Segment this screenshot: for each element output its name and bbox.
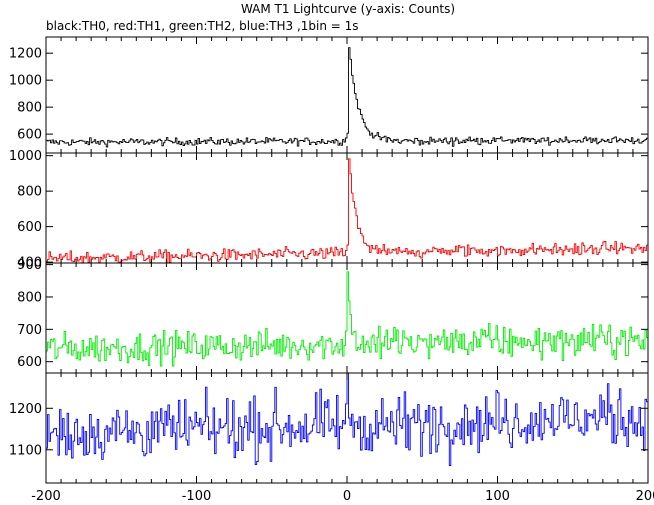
y-tick-label: 1000 [9,74,42,89]
y-tick-label: 600 [17,128,42,143]
y-tick-label: 800 [17,290,42,305]
series-line-th0 [46,47,648,148]
chart-title: WAM T1 Lightcurve (y-axis: Counts) [241,2,455,16]
x-axis: -200 -100 0 100 200 [31,489,654,504]
y-tick-label: 1200 [9,402,42,417]
x-tick-label: 200 [636,489,654,504]
series-line-th1 [46,158,648,263]
y-tick-label: 600 [17,220,42,235]
x-tick-label: -200 [31,489,61,504]
panel-th1: 400 600 800 1000 [9,149,649,271]
x-tick-label: 100 [485,489,510,504]
y-tick-label: 400 [17,256,42,271]
panels-group: 600 800 1000 1200 400 600 800 1000 600 700 800 900 1… [9,36,649,484]
y-tick-label: 1000 [9,149,42,164]
y-tick-label: 800 [17,101,42,116]
panel-th3: 1100 1200 [9,372,649,484]
panel-th2: 600 700 800 900 [17,258,649,374]
series-line-th2 [46,271,648,367]
y-tick-label: 1200 [9,47,42,62]
y-tick-label: 800 [17,185,42,200]
y-tick-label: 1100 [9,443,42,458]
chart-subtitle: black:TH0, red:TH1, green:TH2, blue:TH3 … [46,19,359,33]
panel-th0: 600 800 1000 1200 [9,36,649,154]
y-tick-label: 900 [17,258,42,273]
y-tick-label: 700 [17,323,42,338]
x-tick-label: -100 [182,489,212,504]
x-tick-label: 0 [343,489,351,504]
y-tick-label: 600 [17,355,42,370]
series-line-th3 [46,373,648,466]
